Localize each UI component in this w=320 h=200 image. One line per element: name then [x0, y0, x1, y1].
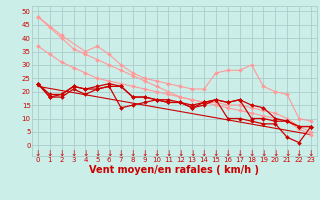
Text: ↓: ↓	[296, 149, 302, 158]
Text: ↓: ↓	[308, 149, 314, 158]
X-axis label: Vent moyen/en rafales ( km/h ): Vent moyen/en rafales ( km/h )	[89, 165, 260, 175]
Text: ↓: ↓	[213, 149, 219, 158]
Text: ↓: ↓	[260, 149, 267, 158]
Text: ↓: ↓	[35, 149, 41, 158]
Text: ↓: ↓	[82, 149, 89, 158]
Text: ↓: ↓	[165, 149, 172, 158]
Text: ↓: ↓	[70, 149, 77, 158]
Text: ↓: ↓	[201, 149, 207, 158]
Text: ↓: ↓	[272, 149, 278, 158]
Text: ↓: ↓	[59, 149, 65, 158]
Text: ↓: ↓	[236, 149, 243, 158]
Text: ↓: ↓	[177, 149, 184, 158]
Text: ↓: ↓	[118, 149, 124, 158]
Text: ↓: ↓	[225, 149, 231, 158]
Text: ↓: ↓	[47, 149, 53, 158]
Text: ↓: ↓	[153, 149, 160, 158]
Text: ↓: ↓	[284, 149, 290, 158]
Text: ↓: ↓	[141, 149, 148, 158]
Text: ↓: ↓	[94, 149, 100, 158]
Text: ↓: ↓	[106, 149, 112, 158]
Text: ↓: ↓	[248, 149, 255, 158]
Text: ↓: ↓	[189, 149, 196, 158]
Text: ↓: ↓	[130, 149, 136, 158]
